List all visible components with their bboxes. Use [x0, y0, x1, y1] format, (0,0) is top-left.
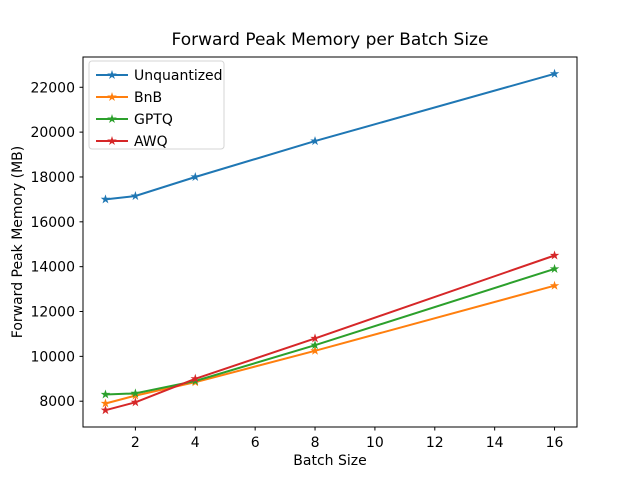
data-point-awq — [130, 397, 141, 407]
legend: Unquantized BnB GPTQ AWQ — [88, 60, 225, 150]
plot-series — [100, 68, 560, 415]
data-point-unquantized — [130, 191, 141, 201]
y-tick-label: 10000 — [30, 349, 75, 365]
x-tick-label: 10 — [366, 435, 384, 451]
data-point-unquantized — [190, 172, 200, 181]
data-point-bnb — [549, 280, 560, 290]
legend-label-bnb: BnB — [134, 90, 162, 106]
x-tick-label: 12 — [426, 435, 444, 451]
y-axis-label: Forward Peak Memory (MB) — [10, 146, 26, 338]
legend-entry-bnb: BnB — [96, 90, 162, 106]
data-point-gptq — [130, 388, 141, 398]
y-tick-label: 14000 — [30, 260, 75, 276]
y-tick-label: 20000 — [30, 125, 75, 141]
series-unquantized — [100, 68, 560, 204]
legend-marker-awq — [107, 136, 117, 145]
data-point-gptq — [100, 389, 111, 399]
y-tick-label: 18000 — [30, 170, 75, 186]
legend-entry-gptq: GPTQ — [96, 112, 173, 128]
legend-box — [88, 60, 225, 150]
data-point-unquantized — [549, 68, 560, 78]
x-tick-label: 6 — [251, 435, 260, 451]
x-tick-label: 14 — [486, 435, 504, 451]
legend-label-gptq: GPTQ — [134, 112, 173, 128]
legend-marker-unquantized — [107, 70, 117, 79]
y-axis: 8000 10000 12000 14000 16000 18000 20000 22000 — [30, 80, 83, 410]
data-point-unquantized — [100, 194, 111, 204]
x-tick-label: 8 — [311, 435, 320, 451]
data-point-bnb — [310, 345, 320, 355]
x-tick-label: 16 — [546, 435, 564, 451]
y-tick-label: 16000 — [30, 215, 75, 231]
x-tick-label: 2 — [131, 435, 140, 451]
data-point-bnb — [100, 398, 111, 408]
series-awq — [100, 250, 560, 415]
legend-entry-awq: AWQ — [96, 134, 168, 150]
legend-entry-unquantized: Unquantized — [96, 68, 223, 84]
x-axis-label: Batch Size — [293, 453, 366, 469]
axes-frame — [82, 56, 578, 428]
x-tick-label: 4 — [191, 435, 200, 451]
y-tick-label: 22000 — [30, 80, 75, 96]
data-point-gptq — [549, 263, 560, 273]
legend-label-unquantized: Unquantized — [134, 68, 223, 84]
chart-title: Forward Peak Memory per Batch Size — [172, 30, 489, 50]
data-point-awq — [310, 333, 320, 343]
data-point-unquantized — [310, 136, 320, 146]
data-point-awq — [100, 405, 111, 415]
data-point-awq — [549, 250, 560, 260]
data-point-gptq — [310, 340, 320, 350]
data-point-awq — [190, 373, 200, 383]
x-axis: 2 4 6 8 10 12 14 16 — [131, 427, 564, 451]
legend-label-awq: AWQ — [134, 134, 168, 150]
y-tick-label: 12000 — [30, 305, 75, 321]
y-tick-label: 8000 — [39, 394, 75, 410]
legend-marker-gptq — [107, 114, 117, 123]
legend-marker-bnb — [107, 92, 117, 101]
